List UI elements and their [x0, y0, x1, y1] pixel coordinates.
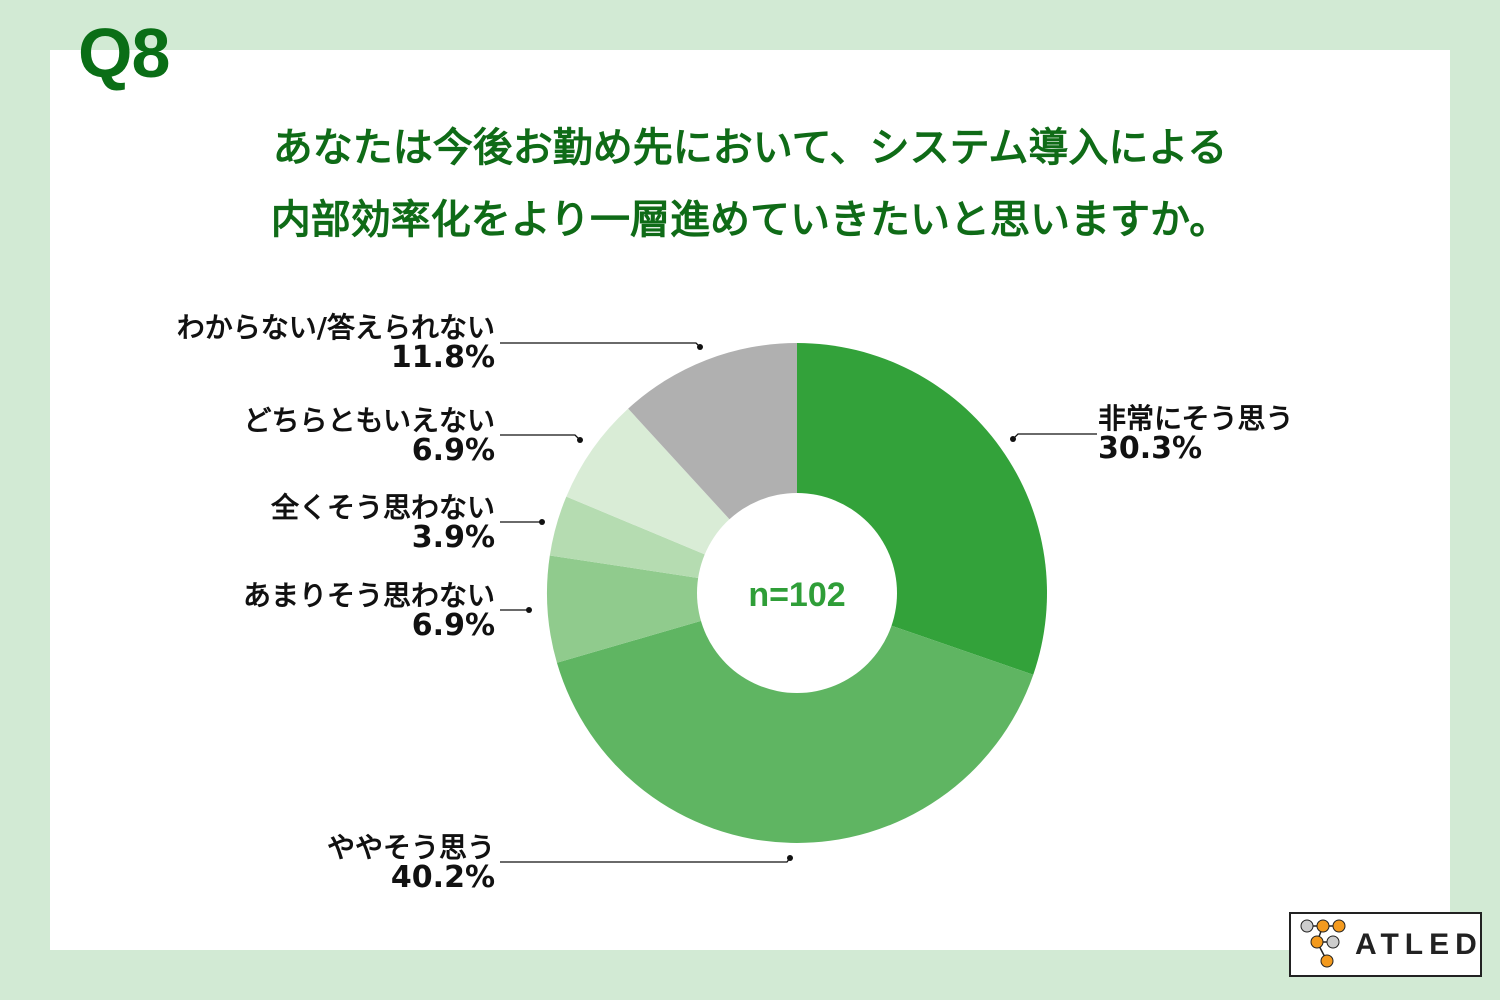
atled-logo: ATLED	[1289, 912, 1482, 977]
leader-line-neither	[500, 434, 581, 441]
label-somewhat: ややそう思う 40.2%	[327, 833, 495, 893]
label-neither: どちらともいえない 6.9%	[244, 406, 495, 466]
title-line-2: 内部効率化をより一層進めていきたいと思いますか。	[270, 197, 1230, 243]
leader-line-unknown	[500, 342, 701, 348]
atled-logo-text: ATLED	[1355, 928, 1483, 961]
label-text: あまりそう思わない	[242, 579, 495, 612]
label-percent: 3.9%	[411, 520, 495, 555]
label-percent: 11.8%	[390, 340, 495, 375]
label-text: 非常にそう思う	[1098, 402, 1294, 435]
leader-dots	[526, 344, 1016, 861]
leader-line-somewhat	[500, 857, 791, 863]
leader-line-very-much	[1013, 433, 1097, 439]
label-percent: 6.9%	[411, 433, 495, 468]
sample-size-label: n=102	[748, 576, 845, 614]
label-very-much: 非常にそう思う 30.3%	[1098, 404, 1293, 464]
label-unknown: わからない/答えられない 11.8%	[177, 313, 495, 373]
label-percent: 6.9%	[411, 608, 495, 643]
label-text: 全くそう思わない	[270, 491, 495, 524]
donut-hole	[697, 493, 897, 693]
chart-title: あなたは今後お勤め先において、システム導入による 内部効率化をより一層進めていき…	[150, 112, 1350, 256]
label-not-much: あまりそう思わない 6.9%	[243, 581, 495, 641]
atled-logo-icon	[1300, 919, 1346, 968]
label-not-at-all: 全くそう思わない 3.9%	[271, 493, 495, 553]
title-line-1: あなたは今後お勤め先において、システム導入による	[272, 125, 1228, 171]
label-text: わからない/答えられない	[176, 311, 495, 344]
label-percent: 30.3%	[1098, 431, 1203, 466]
question-number: Q8	[78, 14, 170, 92]
donut-segment	[547, 555, 797, 663]
label-text: どちらともいえない	[243, 404, 495, 437]
donut-segment	[556, 593, 1034, 844]
label-percent: 40.2%	[390, 860, 495, 895]
label-text: ややそう思う	[326, 831, 495, 864]
